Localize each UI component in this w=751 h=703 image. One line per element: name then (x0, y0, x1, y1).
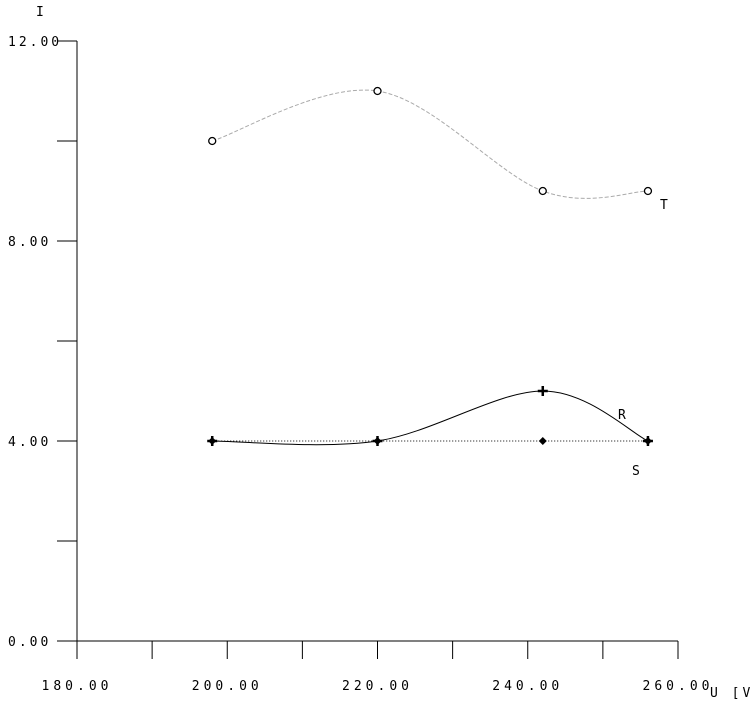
series-label-T: T (660, 198, 668, 213)
data-point-S (643, 437, 652, 445)
data-point-S (538, 437, 547, 445)
x-tick-label: 240.00 (492, 679, 563, 694)
series-label-R: R (618, 408, 626, 423)
data-point-T (373, 86, 382, 96)
x-tick-label: 200.00 (192, 679, 263, 694)
y-tick-label: 0.00 (8, 635, 51, 650)
data-point-T (208, 136, 217, 146)
y-tick-label: 4.00 (8, 435, 51, 450)
data-point-T (643, 186, 653, 196)
x-tick-label: 220.00 (342, 679, 413, 694)
y-axis-label: I (36, 5, 44, 20)
data-point-R (537, 386, 548, 396)
y-tick-label: 12.00 (8, 35, 62, 50)
x-tick-label: 260.00 (643, 679, 714, 694)
data-point-S (373, 437, 382, 445)
series-line-T (212, 89, 648, 199)
data-point-T (538, 186, 547, 196)
data-point-S (208, 437, 217, 445)
series-line-R (212, 390, 649, 446)
y-tick-label: 8.00 (8, 235, 51, 250)
x-tick-label: 180.00 (42, 679, 113, 694)
series-label-S: S (632, 464, 640, 479)
x-axis-label: U [V] (710, 686, 751, 701)
plot-area: T R S (207, 86, 668, 479)
axes: 0.00 4.00 8.00 12.00 180.00 200.00 220.00 240.0… (8, 35, 714, 694)
